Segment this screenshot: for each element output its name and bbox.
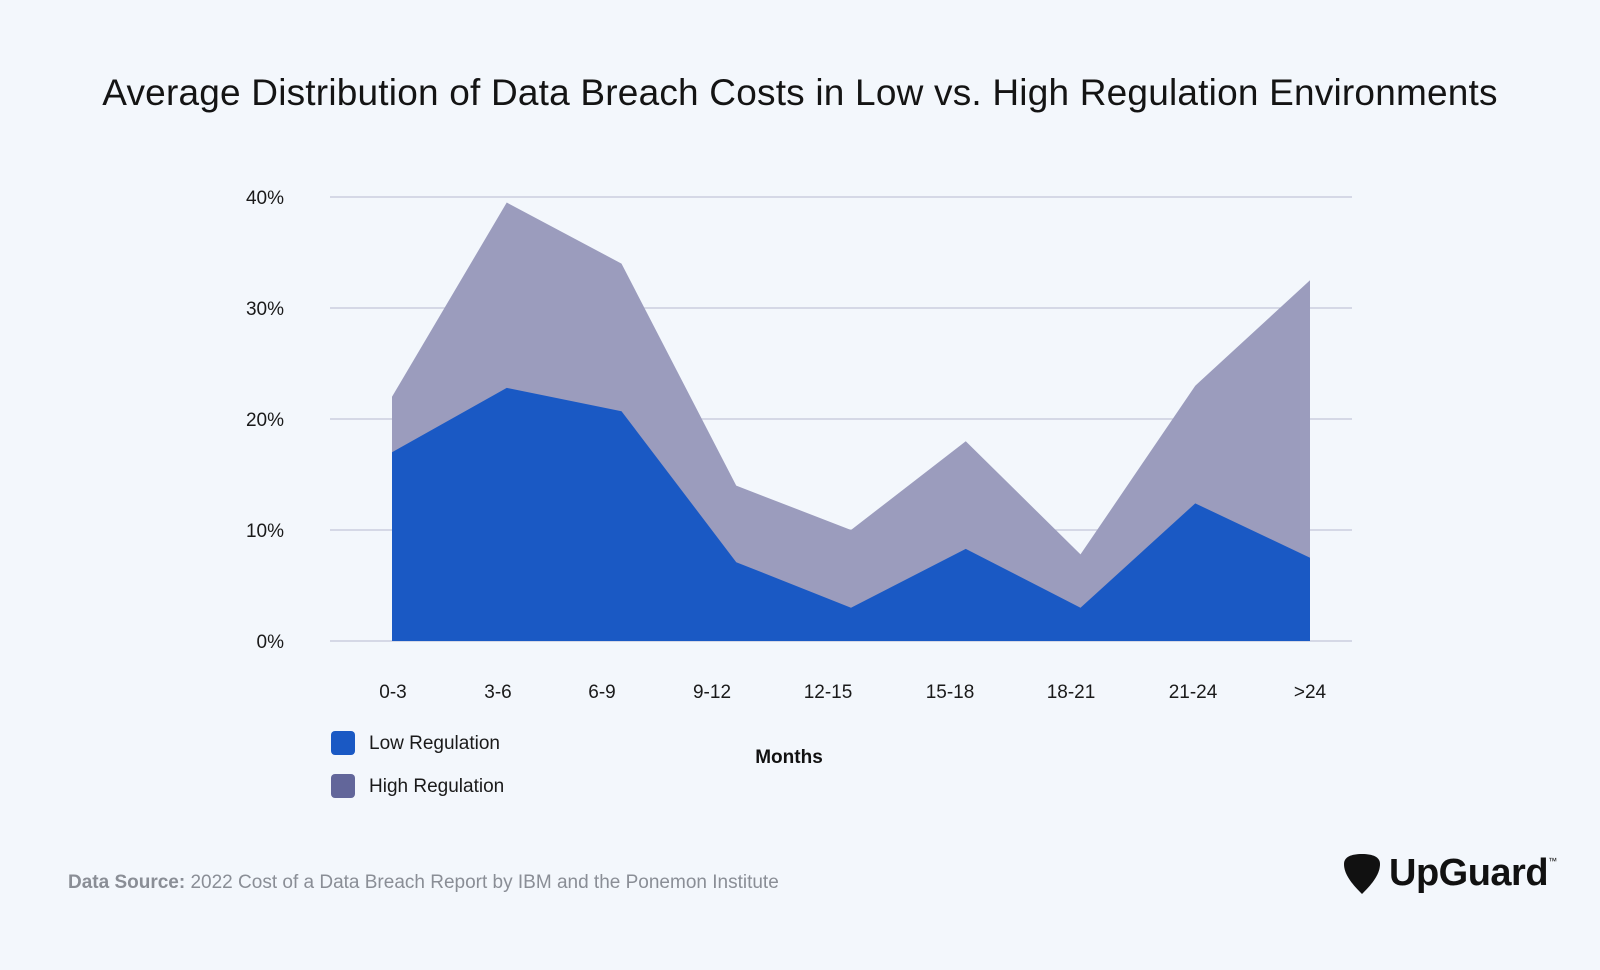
y-tick-label: 10%: [246, 521, 284, 542]
chart-title: Average Distribution of Data Breach Cost…: [102, 72, 1498, 113]
legend: Low Regulation High Regulation: [331, 731, 504, 798]
legend-swatch: [331, 731, 355, 755]
logo-wordmark: UpGuard: [1389, 852, 1549, 894]
x-axis-ticks: 0-3 3-6 6-9 9-12 12-15 15-18 18-21 21-24 >24: [379, 682, 1326, 703]
x-tick-label: 0-3: [379, 682, 406, 703]
legend-swatch: [331, 774, 355, 798]
x-tick-label: 12-15: [804, 682, 853, 703]
y-axis-ticks: 0% 10% 20% 30% 40%: [246, 188, 284, 653]
x-tick-label: 6-9: [588, 682, 615, 703]
x-tick-label: >24: [1294, 682, 1327, 703]
x-tick-label: 15-18: [926, 682, 975, 703]
x-axis-title: Months: [755, 747, 823, 768]
upguard-logo: UpGuard ™: [1343, 852, 1557, 895]
data-source-note: Data Source: 2022 Cost of a Data Breach …: [68, 872, 779, 894]
x-tick-label: 3-6: [484, 682, 511, 703]
y-tick-label: 40%: [246, 188, 284, 209]
area-series: [391, 202, 1311, 642]
x-tick-label: 21-24: [1169, 682, 1218, 703]
legend-label: Low Regulation: [369, 733, 500, 754]
x-tick-label: 18-21: [1047, 682, 1096, 703]
guitar-pick-icon: [1344, 853, 1380, 894]
y-tick-label: 0%: [257, 632, 285, 653]
x-tick-label: 9-12: [693, 682, 731, 703]
data-source-text: 2022 Cost of a Data Breach Report by IBM…: [185, 872, 779, 893]
y-tick-label: 20%: [246, 410, 284, 431]
logo-trademark: ™: [1548, 856, 1558, 866]
area-low-regulation: [392, 387, 1310, 641]
y-tick-label: 30%: [246, 299, 284, 320]
legend-label: High Regulation: [369, 776, 504, 797]
data-source-key: Data Source:: [68, 872, 186, 893]
